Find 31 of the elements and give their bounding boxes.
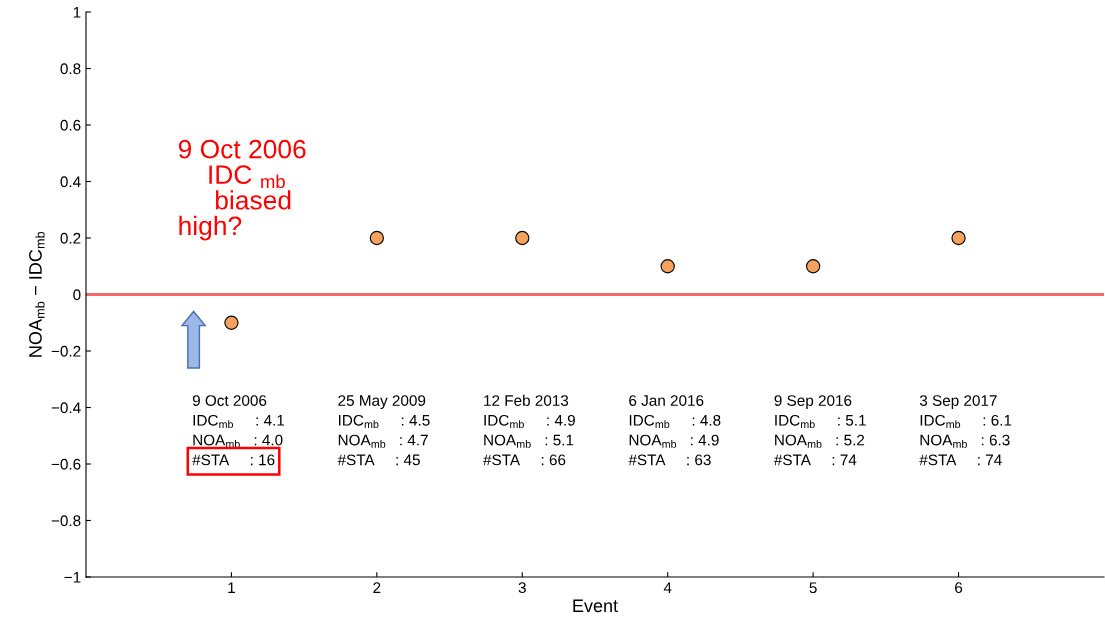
- point: [660, 259, 675, 274]
- y-tick-label: −1: [64, 572, 81, 583]
- point: [805, 259, 821, 274]
- y-tick-label: −0.6: [51, 458, 81, 470]
- point: [224, 315, 239, 330]
- x-axis-title: Event: [573, 599, 618, 613]
- y-tick-label: −0.4: [51, 402, 81, 414]
- x-tick-label: 6: [955, 582, 963, 594]
- x-tick-label: 5: [809, 582, 817, 594]
- y-tick-label: −0.2: [51, 345, 81, 357]
- y-tick-label: 0.2: [60, 232, 81, 244]
- x-tick-label: 3: [518, 582, 526, 594]
- y-tick-label: 0.8: [60, 63, 81, 75]
- y-tick-label: 0.4: [60, 176, 81, 188]
- y-tick-label: 1: [73, 7, 81, 18]
- y-axis-title: NOA$_{mb}$ − IDC$_{mb}$: [29, 231, 45, 357]
- text: 12 Feb 2013 IDC$_{mb}$ : 4.9 NOA$_{mb}$ : 5.1 #STA : 66: [483, 394, 575, 466]
- point: [515, 230, 530, 246]
- x-tick-label: 2: [373, 582, 381, 593]
- y-tick-label: 0: [73, 289, 81, 301]
- point: [951, 230, 966, 246]
- x-tick-label: 1: [228, 582, 235, 593]
- y-tick-label: −0.8: [51, 515, 81, 527]
- text: 3 Sep 2017 IDC$_{mb}$ : 6.1 NOA$_{mb}$ : 6.3 #STA : 74: [919, 395, 1012, 466]
- annotation: 9 Oct 2006 IDC $_{mb}$ biased high?: [178, 139, 306, 241]
- point: [369, 230, 384, 246]
- text: 25 May 2009 IDC$_{mb}$ : 4.5 NOA$_{mb}$ : 4.7 #STA : 45: [337, 395, 430, 466]
- y-tick-label: 0.6: [60, 119, 81, 131]
- x-tick-label: 4: [663, 582, 672, 593]
- text: 6 Jan 2016 IDC$_{mb}$ : 4.8 NOA$_{mb}$ : 4.9 #STA : 63: [628, 395, 721, 466]
- text: 9 Sep 2016 IDC$_{mb}$ : 5.1 NOA$_{mb}$ : 5.2 #STA : 74: [773, 395, 866, 466]
